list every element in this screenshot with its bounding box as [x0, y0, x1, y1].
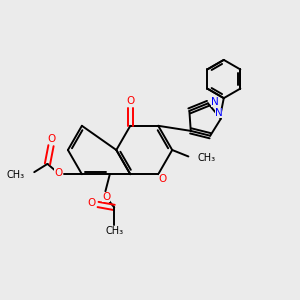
Text: N: N [214, 108, 222, 118]
Text: O: O [158, 174, 167, 184]
Text: O: O [102, 192, 110, 202]
Text: O: O [47, 134, 55, 144]
Text: O: O [54, 168, 62, 178]
Text: CH₃: CH₃ [198, 153, 216, 163]
Text: CH₃: CH₃ [105, 226, 123, 236]
Text: O: O [88, 198, 96, 208]
Text: N: N [211, 97, 218, 107]
Text: O: O [126, 96, 134, 106]
Text: CH₃: CH₃ [7, 170, 25, 180]
